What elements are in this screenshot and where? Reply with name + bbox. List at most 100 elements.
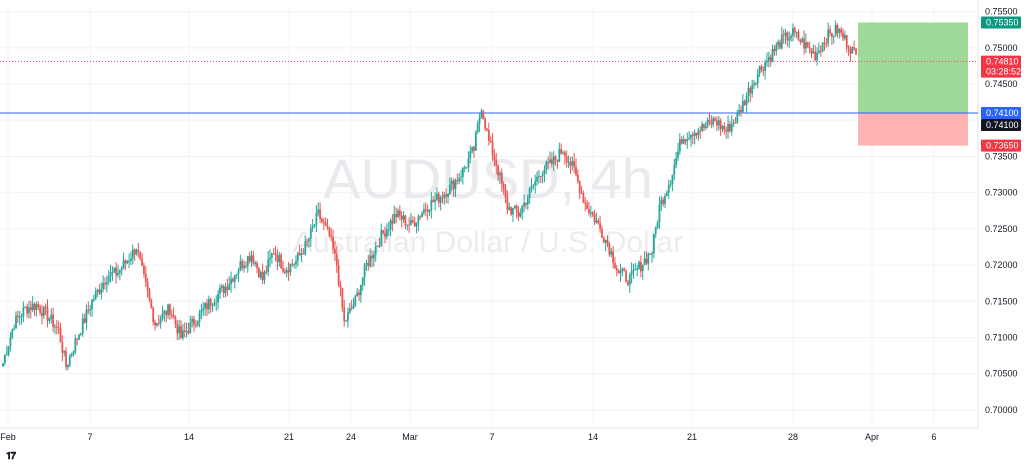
candle <box>614 257 616 269</box>
candle-body <box>94 291 97 300</box>
candle <box>387 221 390 236</box>
candle-body <box>315 213 318 225</box>
candle-body <box>391 220 394 224</box>
candle-body <box>397 210 399 217</box>
candle <box>87 301 90 315</box>
candle-body <box>793 28 796 33</box>
candle <box>31 296 34 313</box>
candle <box>326 218 329 231</box>
candle <box>799 38 802 45</box>
candle <box>545 159 548 175</box>
candle-body <box>76 338 79 340</box>
candle <box>741 93 744 114</box>
candle <box>96 288 99 298</box>
candle <box>371 250 373 268</box>
candle <box>550 152 553 168</box>
y-tick-label: 0.75500 <box>985 7 1018 17</box>
candle-body <box>741 100 744 113</box>
candle <box>304 235 307 256</box>
candle-body <box>133 249 136 255</box>
candle-body <box>743 100 746 105</box>
candle <box>558 142 561 163</box>
candle-body <box>324 222 327 226</box>
candle <box>845 34 848 53</box>
candle <box>41 304 43 325</box>
candle <box>591 211 594 217</box>
candle-body <box>46 307 49 321</box>
candle-body <box>575 166 577 175</box>
candle <box>207 295 210 315</box>
candle <box>395 207 398 224</box>
candle <box>701 121 703 132</box>
candle-body <box>654 227 657 234</box>
candle <box>830 32 833 46</box>
candle-body <box>226 286 229 290</box>
x-tick-label: 6 <box>931 432 936 442</box>
candle <box>365 259 368 271</box>
candle-body <box>701 123 703 132</box>
candle <box>669 180 672 188</box>
candle <box>580 185 583 195</box>
candle <box>191 315 194 328</box>
candle <box>693 129 696 145</box>
candle-body <box>37 304 40 307</box>
candle <box>133 248 136 261</box>
candle-body <box>87 309 90 311</box>
target-zone <box>858 22 968 114</box>
candle-body <box>523 202 525 207</box>
candle-body <box>751 85 754 94</box>
candle-body <box>617 270 620 274</box>
candle-body <box>580 193 583 195</box>
candle-body <box>469 151 472 159</box>
candle-body <box>550 159 553 165</box>
candle <box>517 205 520 221</box>
candle-body <box>270 253 273 258</box>
candle <box>22 301 25 323</box>
candle <box>827 22 830 48</box>
candle-body <box>610 251 613 255</box>
candle-body <box>267 259 270 273</box>
candle-body <box>413 222 416 227</box>
candle <box>44 303 47 316</box>
candle <box>651 251 653 263</box>
candles <box>2 20 857 371</box>
candle <box>825 38 828 48</box>
candle <box>432 195 435 203</box>
candle-body <box>363 264 366 278</box>
candle <box>654 226 657 239</box>
candle-body <box>263 271 266 281</box>
candle <box>258 266 260 278</box>
candle-body <box>352 305 355 309</box>
candle <box>740 105 742 117</box>
candle <box>766 52 768 67</box>
candle <box>499 170 501 184</box>
candle-body <box>790 36 792 39</box>
candle <box>261 263 264 285</box>
candle <box>601 225 603 238</box>
candle-body <box>168 304 171 315</box>
candle-body <box>211 305 214 307</box>
candle <box>634 263 637 271</box>
candle-body <box>812 51 815 54</box>
candle-body <box>102 282 105 290</box>
candle-body <box>426 209 429 212</box>
candle-body <box>810 48 813 54</box>
candle-body <box>652 233 655 254</box>
candle-body <box>745 96 748 105</box>
candle <box>319 202 321 224</box>
candle-body <box>805 42 807 49</box>
candle-body <box>476 123 479 133</box>
candle <box>536 171 538 186</box>
candle-body <box>222 285 225 294</box>
x-tick-label: 14 <box>184 432 194 442</box>
candle-body <box>157 323 160 325</box>
candle <box>65 347 67 371</box>
candle-body <box>517 211 520 217</box>
candle <box>348 302 351 315</box>
candle-body <box>26 306 29 314</box>
candle-body <box>717 120 720 126</box>
candle-body <box>643 258 646 266</box>
candle-body <box>439 197 442 203</box>
candle-body <box>736 112 739 123</box>
candle-body <box>39 306 41 313</box>
